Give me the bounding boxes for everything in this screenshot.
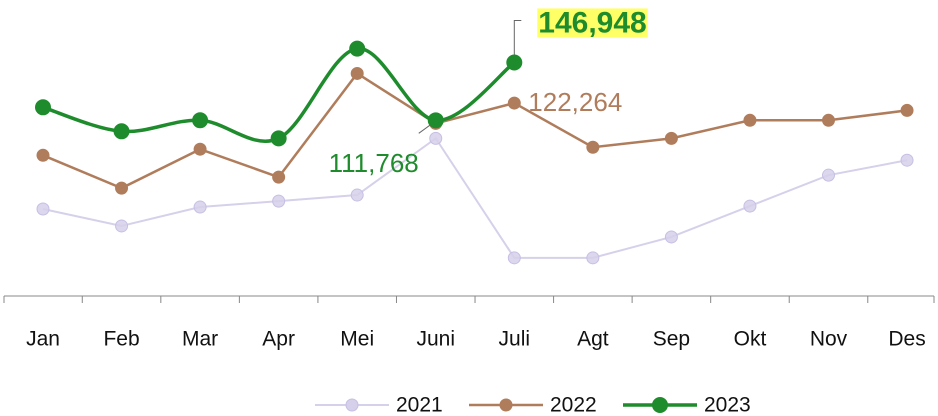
x-tick-label: Mei xyxy=(340,328,374,351)
data-point xyxy=(35,99,51,116)
series xyxy=(36,66,914,195)
data-point xyxy=(113,123,130,140)
data-point xyxy=(272,194,286,208)
data-label: 111,768 xyxy=(329,148,419,178)
data-point xyxy=(822,113,835,127)
data-point xyxy=(429,131,443,145)
leader-line xyxy=(418,124,431,134)
legend-marker xyxy=(652,397,668,413)
data-point xyxy=(506,54,523,71)
legend-marker xyxy=(499,398,513,412)
data-point xyxy=(36,148,50,162)
legend-marker xyxy=(345,398,359,412)
data-point xyxy=(36,202,50,216)
data-label: 146,948 xyxy=(538,6,646,39)
data-point xyxy=(350,188,364,202)
x-tick-label: Nov xyxy=(810,328,848,351)
x-tick-label: Juli xyxy=(499,328,531,351)
x-tick-label: Agt xyxy=(577,328,609,351)
data-point xyxy=(350,66,364,80)
x-tick-label: Jan xyxy=(26,328,60,351)
data-point xyxy=(586,251,600,265)
data-point xyxy=(115,181,129,195)
x-tick-label: Des xyxy=(888,328,925,351)
x-tick-label: Sep xyxy=(653,328,690,351)
data-point xyxy=(664,230,678,244)
data-point xyxy=(349,40,366,57)
series-line xyxy=(42,46,516,143)
series-line xyxy=(42,136,908,259)
data-point xyxy=(507,96,521,110)
data-point xyxy=(272,170,286,184)
x-tick-label: Mar xyxy=(182,328,218,351)
x-tick-label: Apr xyxy=(262,328,295,351)
data-point xyxy=(743,113,757,127)
data-point xyxy=(900,153,914,167)
legend-label: 2022 xyxy=(550,394,597,416)
label-highlight xyxy=(537,8,648,38)
series-line xyxy=(42,71,908,190)
data-point xyxy=(270,130,287,147)
data-point xyxy=(427,112,444,129)
data-point xyxy=(193,142,207,156)
data-label: 122,264 xyxy=(528,87,622,117)
data-point xyxy=(192,112,209,129)
legend-label: 2021 xyxy=(396,394,443,416)
data-point xyxy=(507,251,521,265)
x-tick-label: Okt xyxy=(734,328,767,351)
series xyxy=(36,131,914,265)
data-point xyxy=(900,103,914,117)
leader-line xyxy=(513,20,522,55)
data-point xyxy=(743,199,757,213)
data-point xyxy=(822,168,835,182)
data-point xyxy=(664,131,678,145)
series xyxy=(35,40,523,147)
data-point xyxy=(115,219,129,233)
data-point xyxy=(586,140,600,154)
x-tick-label: Feb xyxy=(103,328,139,351)
legend-label: 2023 xyxy=(704,394,751,416)
x-tick-label: Juni xyxy=(416,328,455,351)
data-point xyxy=(193,200,207,214)
